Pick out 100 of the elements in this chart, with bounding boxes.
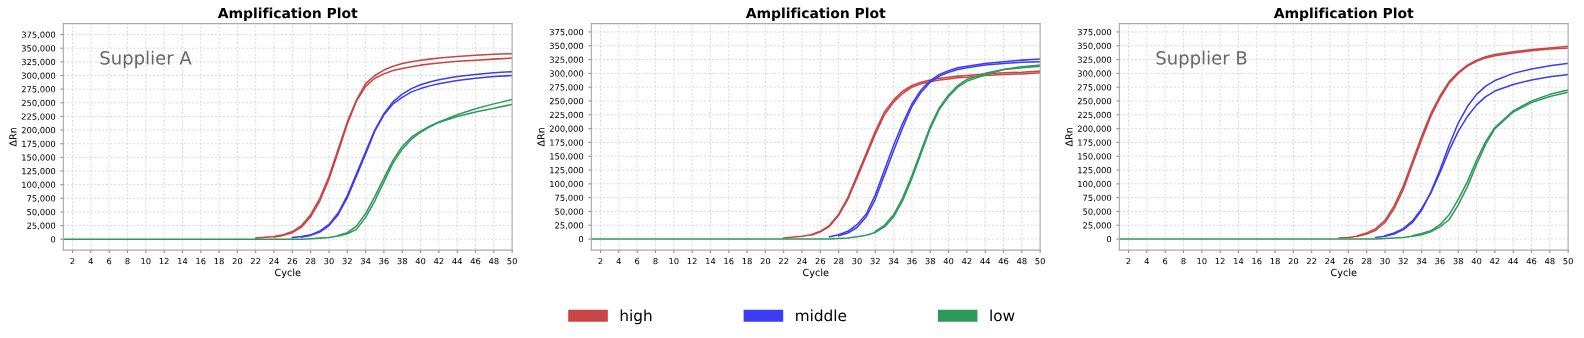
y-axis-title: ΔRn bbox=[1065, 127, 1073, 147]
x-tick-label: 32 bbox=[1398, 257, 1408, 265]
y-tick-label: 75,000 bbox=[555, 194, 584, 202]
x-tick-label: 16 bbox=[724, 257, 734, 265]
x-tick-label: 14 bbox=[706, 258, 716, 265]
y-tick-label: 150,000 bbox=[1078, 153, 1112, 161]
y-tick-label: 150,000 bbox=[22, 154, 56, 162]
x-tick-label: 8 bbox=[653, 257, 658, 265]
y-tick-label: 75,000 bbox=[1083, 194, 1112, 202]
y-tick-label: 350,000 bbox=[1077, 42, 1112, 50]
chart-title: Amplification Plot bbox=[217, 7, 358, 21]
y-tick-label: 275,000 bbox=[1077, 84, 1112, 92]
x-tick-label: 36 bbox=[379, 257, 389, 265]
x-tick-label: 20 bbox=[1288, 257, 1299, 265]
y-tick-label: 325,000 bbox=[1077, 56, 1112, 64]
x-tick-label: 42 bbox=[961, 257, 972, 265]
y-tick-label: 175,000 bbox=[1078, 139, 1112, 147]
x-tick-label: 8 bbox=[1181, 257, 1186, 265]
x-tick-label: 44 bbox=[1508, 258, 1519, 265]
y-axis-title: ΔRn bbox=[9, 127, 17, 147]
y-tick-label: 350,000 bbox=[21, 45, 56, 53]
x-tick-label: 10 bbox=[141, 257, 151, 265]
y-tick-label: 50,000 bbox=[1083, 208, 1112, 216]
y-tick-label: 100,000 bbox=[1078, 180, 1112, 188]
x-tick-label: 40 bbox=[415, 257, 426, 265]
x-tick-label: 2 bbox=[598, 257, 603, 265]
x-tick-label: 46 bbox=[470, 257, 481, 265]
x-tick-label: 2 bbox=[70, 257, 75, 265]
x-tick-label: 6 bbox=[635, 257, 640, 265]
x-tick-label: 42 bbox=[1489, 257, 1500, 265]
y-tick-label: 275,000 bbox=[21, 86, 56, 94]
y-tick-label: 175,000 bbox=[22, 140, 56, 148]
x-axis-title: Cycle bbox=[275, 268, 301, 279]
y-tick-label: 250,000 bbox=[1077, 97, 1112, 106]
annotation: Supplier B bbox=[1156, 50, 1247, 69]
x-tick-label: 12 bbox=[1215, 257, 1225, 265]
x-tick-label: 30 bbox=[852, 257, 862, 265]
x-tick-label: 2 bbox=[1126, 257, 1131, 265]
y-tick-label: 50,000 bbox=[555, 208, 584, 216]
x-tick-label: 36 bbox=[907, 257, 917, 265]
y-tick-label: 100,000 bbox=[22, 181, 56, 189]
x-tick-label: 32 bbox=[342, 257, 352, 265]
legend-label: low bbox=[990, 309, 1015, 322]
x-tick-label: 14 bbox=[1234, 258, 1244, 265]
x-tick-label: 50 bbox=[507, 257, 517, 265]
x-tick-label: 44 bbox=[980, 258, 991, 265]
y-tick-label: 375,000 bbox=[21, 31, 56, 39]
y-tick-label: 275,000 bbox=[549, 84, 584, 92]
x-tick-label: 26 bbox=[815, 257, 826, 265]
y-tick-label: 150,000 bbox=[550, 153, 584, 161]
x-tick-label: 28 bbox=[305, 257, 316, 265]
y-tick-label: 250,000 bbox=[549, 97, 584, 106]
x-tick-label: 20 bbox=[760, 257, 771, 265]
legend-label: high bbox=[620, 309, 652, 325]
annotation: Supplier A bbox=[100, 50, 192, 69]
x-tick-label: 10 bbox=[669, 257, 679, 265]
x-tick-label: 38 bbox=[925, 257, 935, 265]
y-tick-label: 25,000 bbox=[27, 222, 56, 230]
x-tick-label: 24 bbox=[1325, 257, 1335, 265]
y-tick-label: 25,000 bbox=[555, 222, 584, 230]
x-tick-label: 8 bbox=[125, 257, 130, 265]
y-tick-label: 300,000 bbox=[1077, 70, 1112, 78]
x-tick-label: 4 bbox=[88, 258, 94, 265]
y-tick-label: 325,000 bbox=[21, 58, 56, 66]
x-tick-label: 48 bbox=[488, 257, 499, 265]
y-tick-label: 375,000 bbox=[549, 28, 584, 37]
y-tick-label: 0 bbox=[50, 236, 56, 243]
x-tick-label: 46 bbox=[1526, 257, 1537, 265]
x-tick-label: 6 bbox=[107, 257, 112, 265]
x-tick-label: 16 bbox=[1252, 257, 1262, 265]
chart-title: Amplification Plot bbox=[1273, 7, 1414, 21]
x-tick-label: 30 bbox=[324, 257, 334, 265]
y-tick-label: 100,000 bbox=[550, 180, 584, 188]
x-tick-label: 24 bbox=[269, 257, 279, 265]
y-tick-label: 375,000 bbox=[1077, 28, 1112, 37]
y-tick-label: 300,000 bbox=[549, 70, 584, 78]
x-axis-title: Cycle bbox=[803, 268, 829, 279]
x-tick-label: 38 bbox=[397, 257, 407, 265]
x-tick-label: 18 bbox=[214, 257, 224, 265]
x-tick-label: 50 bbox=[1035, 257, 1045, 265]
x-tick-label: 4 bbox=[1144, 258, 1150, 265]
y-tick-label: 125,000 bbox=[1078, 167, 1112, 175]
x-tick-label: 28 bbox=[833, 257, 844, 265]
y-tick-label: 0 bbox=[578, 236, 584, 243]
x-tick-label: 40 bbox=[943, 257, 954, 265]
x-tick-label: 18 bbox=[1270, 257, 1280, 265]
y-tick-label: 300,000 bbox=[21, 72, 56, 80]
x-tick-label: 18 bbox=[742, 257, 752, 265]
x-tick-label: 26 bbox=[287, 257, 298, 265]
x-tick-label: 20 bbox=[232, 257, 243, 265]
x-tick-label: 34 bbox=[1416, 257, 1427, 265]
x-tick-label: 22 bbox=[251, 257, 261, 265]
y-tick-label: 25,000 bbox=[1083, 222, 1112, 230]
x-tick-label: 40 bbox=[1471, 257, 1482, 265]
x-tick-label: 38 bbox=[1453, 257, 1463, 265]
x-tick-label: 42 bbox=[433, 257, 444, 265]
x-tick-label: 36 bbox=[1435, 257, 1445, 265]
x-tick-label: 12 bbox=[159, 257, 169, 265]
y-tick-label: 350,000 bbox=[549, 42, 584, 50]
x-tick-label: 28 bbox=[1361, 257, 1372, 265]
